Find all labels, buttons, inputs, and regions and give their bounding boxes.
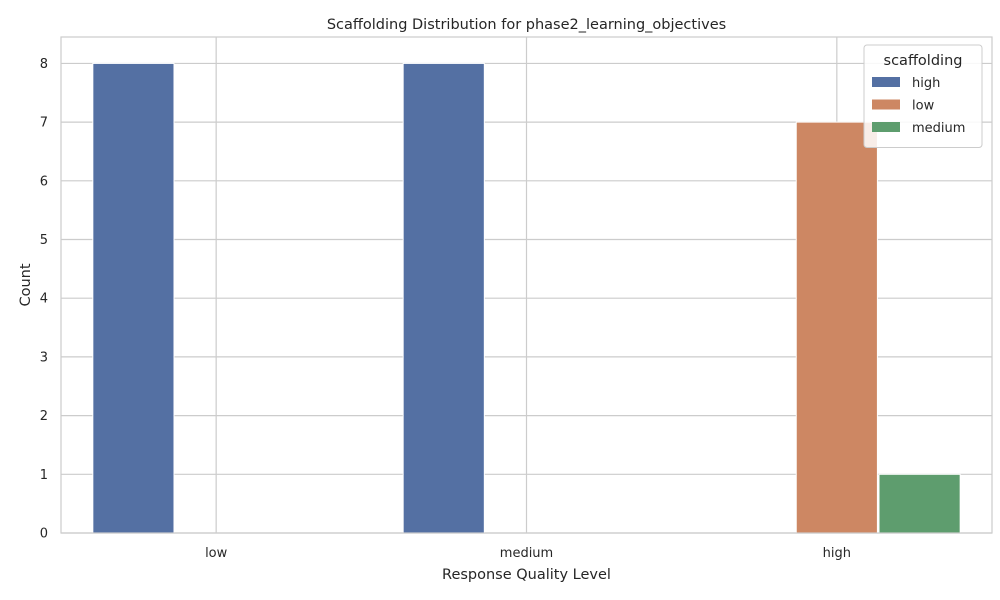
y-axis-title: Count	[18, 263, 34, 306]
x-tick-label: high	[823, 546, 851, 561]
y-tick-label: 3	[40, 350, 48, 365]
legend-title: scaffolding	[884, 53, 963, 69]
x-tick-labels: low medium high	[205, 546, 851, 561]
x-tick-label: low	[205, 546, 228, 561]
bar-high-medium	[402, 62, 485, 534]
y-tick-labels: 0 1 2 3 4 5 6 7 8	[40, 57, 48, 542]
legend-label: medium	[912, 121, 965, 136]
plot-frame	[60, 36, 993, 534]
x-axis-title: Response Quality Level	[442, 567, 611, 583]
legend-items: high low medium	[872, 76, 965, 136]
y-tick-label: 2	[40, 409, 48, 424]
bar-high-low	[92, 62, 175, 534]
y-tick-label: 6	[40, 174, 48, 189]
x-tick-label: medium	[500, 546, 553, 561]
legend-swatch-medium	[872, 122, 900, 132]
bar-medium-high	[878, 473, 961, 534]
bars-layer	[92, 62, 961, 534]
grid-layer	[61, 37, 992, 534]
bar-low-high	[795, 121, 878, 534]
y-tick-label: 8	[40, 57, 48, 72]
y-tick-label: 0	[40, 527, 48, 542]
y-tick-label: 4	[40, 292, 48, 307]
legend-box	[863, 44, 983, 148]
y-tick-label: 7	[40, 116, 48, 131]
legend-label: high	[912, 76, 940, 91]
legend-swatch-high	[872, 77, 900, 87]
legend-swatch-low	[872, 99, 900, 110]
legend-label: low	[912, 99, 935, 114]
y-tick-label: 5	[40, 233, 48, 248]
chart-title: Scaffolding Distribution for phase2_lear…	[327, 17, 726, 33]
y-tick-label: 1	[40, 468, 48, 483]
legend: scaffolding high low medium	[863, 44, 983, 148]
